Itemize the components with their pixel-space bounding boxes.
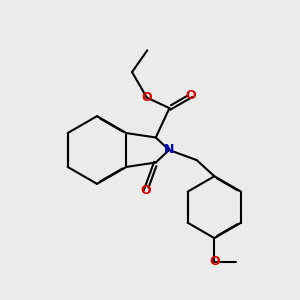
Text: O: O	[209, 255, 220, 268]
Text: O: O	[186, 89, 196, 102]
Text: O: O	[142, 91, 152, 104]
Text: O: O	[140, 184, 151, 197]
Text: N: N	[164, 143, 174, 157]
